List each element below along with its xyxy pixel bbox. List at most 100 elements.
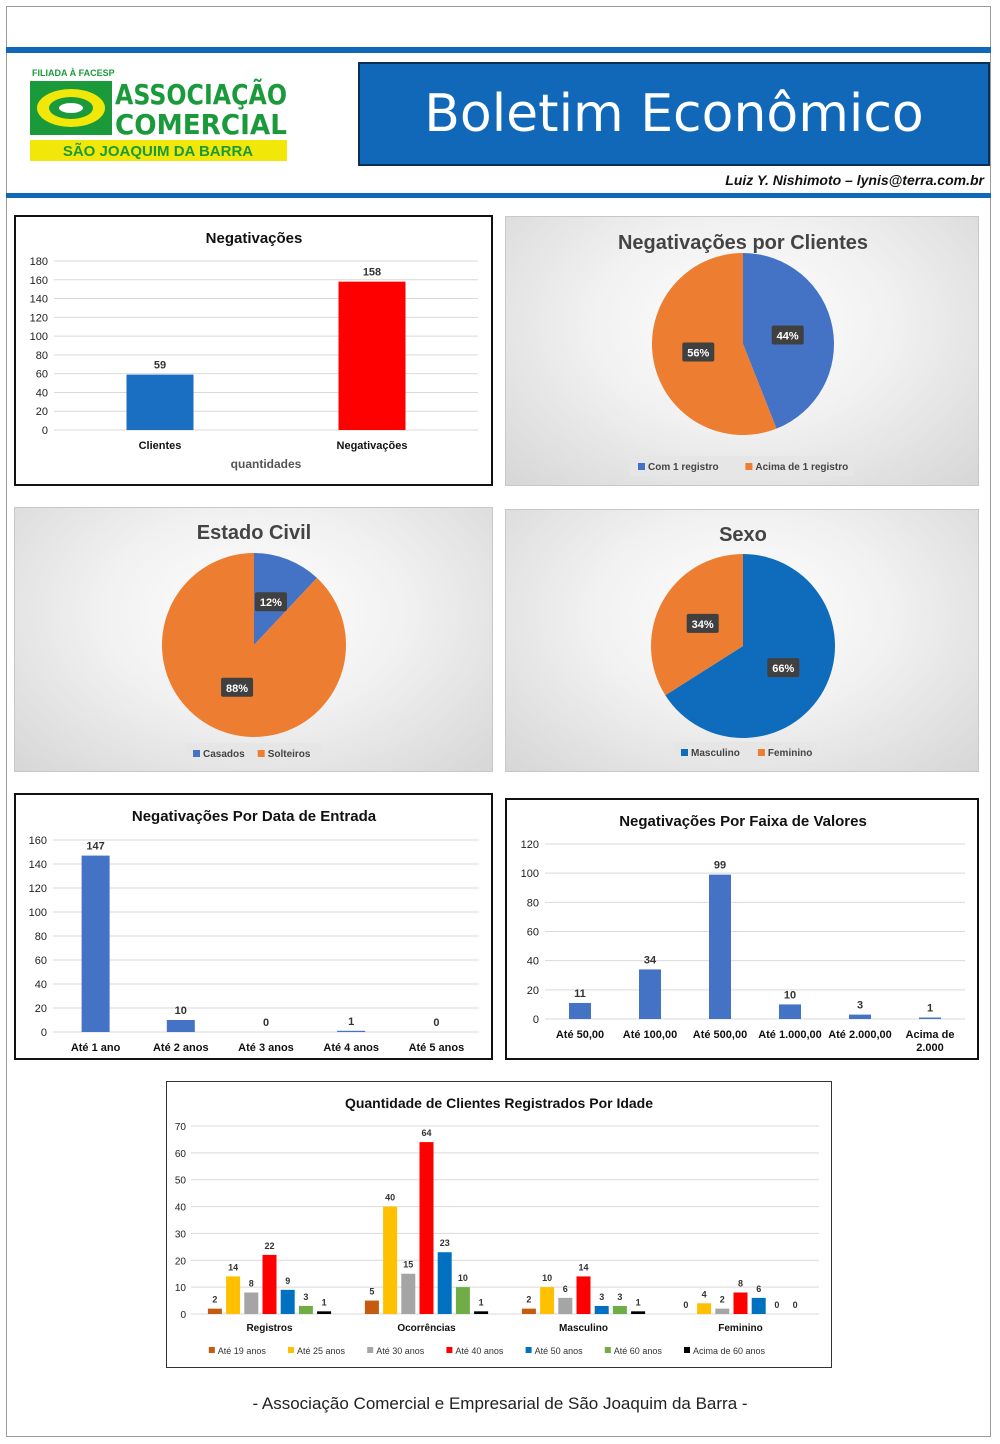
y-tick-label: 100 (30, 331, 48, 343)
y-tick-label: 70 (175, 1122, 187, 1133)
chart-faixa-valores: Negativações Por Faixa de Valores 0 20 40 60… (505, 798, 979, 1060)
legend-label: Até 30 anos (376, 1346, 425, 1356)
x-tick-label: Registros (246, 1323, 293, 1334)
y-tick-label: 160 (29, 835, 47, 847)
y-tick-label: 80 (527, 897, 539, 909)
y-tick-label: 30 (175, 1229, 187, 1240)
x-tick-label: Clientes (139, 440, 182, 452)
legend-swatch (525, 1347, 532, 1353)
page-frame (6, 6, 991, 1437)
legend-swatch (288, 1347, 294, 1353)
y-tick-label: 140 (30, 294, 48, 306)
data-label: 10 (175, 1005, 187, 1017)
legend-label: Até 60 anos (614, 1346, 663, 1356)
x-tick-label: Até 2.000,00 (828, 1029, 892, 1041)
bar (569, 1002, 591, 1019)
data-label: 88% (226, 683, 248, 695)
data-label: 1 (927, 1003, 933, 1015)
x-tick-label: Ocorrências (397, 1323, 456, 1334)
y-tick-label: 60 (527, 927, 539, 939)
y-tick-label: 0 (180, 1310, 186, 1321)
bar (338, 281, 406, 430)
y-tick-label: 20 (35, 1003, 47, 1015)
data-label: 23 (440, 1238, 450, 1248)
legend-swatch (681, 749, 688, 756)
data-label: 147 (86, 841, 104, 853)
y-tick-label: 20 (175, 1256, 187, 1267)
legend-box (673, 742, 817, 762)
bar (594, 1305, 609, 1314)
data-label: 2 (526, 1295, 531, 1305)
data-label: 10 (784, 989, 796, 1001)
y-tick-label: 40 (36, 387, 48, 399)
data-label: 1 (479, 1297, 484, 1307)
chart-idade: Quantidade de Clientes Registrados Por I… (166, 1081, 832, 1368)
pie-slice (665, 554, 835, 738)
chart-negativacoes: Negativações 0 20 40 60 80 100 120 140 160 180 59 Cl… (14, 215, 493, 486)
data-label: 12% (260, 597, 282, 609)
bar (166, 1020, 195, 1032)
bar (226, 1276, 241, 1314)
chart-idade-svg: Quantidade de Clientes Registrados Por I… (175, 1095, 819, 1356)
chart-negativacoes-por-clientes-svg: Negativações por Clientes 44% 56% Com 1 reg… (618, 232, 868, 476)
data-label: 10 (458, 1273, 468, 1283)
x-tick-label: Feminino (718, 1323, 762, 1334)
legend-swatch (446, 1347, 453, 1353)
y-tick-label: 20 (527, 985, 539, 997)
data-label: 40 (385, 1193, 395, 1203)
chart-title: Negativações Por Faixa de Valores (619, 813, 867, 830)
chart-title: Negativações (206, 230, 303, 247)
legend-swatch (684, 1347, 690, 1353)
bar (521, 1308, 536, 1314)
data-label: 158 (363, 267, 381, 279)
chart-faixa-valores-svg: Negativações Por Faixa de Valores 0 20 40 60… (521, 813, 965, 1054)
bar (715, 1308, 730, 1314)
legend-swatch (208, 1347, 215, 1353)
y-tick-label: 60 (36, 369, 48, 381)
data-label: 15 (403, 1260, 413, 1270)
data-label: 1 (636, 1297, 641, 1307)
chart-title: Negativações Por Data de Entrada (132, 808, 377, 825)
legend-swatch (367, 1347, 374, 1353)
logo-tagline: FILIADA À FACESP (32, 68, 115, 78)
data-label-box (686, 613, 719, 633)
x-tick-label: Até 5 anos (409, 1042, 465, 1054)
chart-negativacoes-por-clientes: Negativações por Clientes 44% 56% Com 1 reg… (505, 216, 979, 486)
pie-slice (652, 253, 777, 435)
x-tick-label: Até 100,00 (623, 1029, 677, 1041)
x-tick-label: Acima de (906, 1029, 955, 1041)
logo-band (30, 140, 287, 161)
bar (612, 1305, 627, 1314)
data-label: 66% (772, 663, 794, 675)
data-label: 1 (348, 1016, 354, 1028)
bar (244, 1292, 259, 1314)
bar (207, 1308, 222, 1314)
data-label: 56% (687, 348, 709, 360)
data-label: 14 (228, 1262, 238, 1272)
bar (298, 1305, 313, 1314)
data-label: 0 (683, 1300, 688, 1310)
bar (401, 1273, 416, 1314)
logo-line3: SÃO JOAQUIM DA BARRA (63, 142, 253, 160)
bar (364, 1300, 379, 1314)
header-bottom-rule (6, 193, 991, 198)
bar (337, 1030, 366, 1032)
data-label: 6 (756, 1284, 761, 1294)
y-tick-label: 100 (521, 868, 539, 880)
x-tick-label: 2.000 (916, 1042, 944, 1054)
legend-swatch (193, 750, 200, 757)
data-label: 59 (154, 360, 166, 372)
y-tick-label: 40 (35, 979, 47, 991)
logo-line2: COMERCIAL (115, 108, 287, 141)
legend-label: Solteiros (268, 749, 311, 760)
data-label: 64 (421, 1128, 431, 1138)
bar (437, 1252, 452, 1314)
data-label: 44% (777, 330, 799, 342)
y-tick-label: 20 (36, 406, 48, 418)
logo: FILIADA À FACESP ASSOCIAÇÃO COMERCIAL SÃ… (28, 64, 290, 166)
chart-negativacoes-svg: Negativações 0 20 40 60 80 100 120 140 160 180 59 Cl… (30, 230, 478, 471)
legend-label: Acima de 60 anos (693, 1346, 766, 1356)
legend-swatch (604, 1347, 611, 1353)
y-tick-label: 10 (175, 1283, 187, 1294)
chart-sexo: Sexo 66% 34% Masculino Feminino (505, 509, 979, 772)
